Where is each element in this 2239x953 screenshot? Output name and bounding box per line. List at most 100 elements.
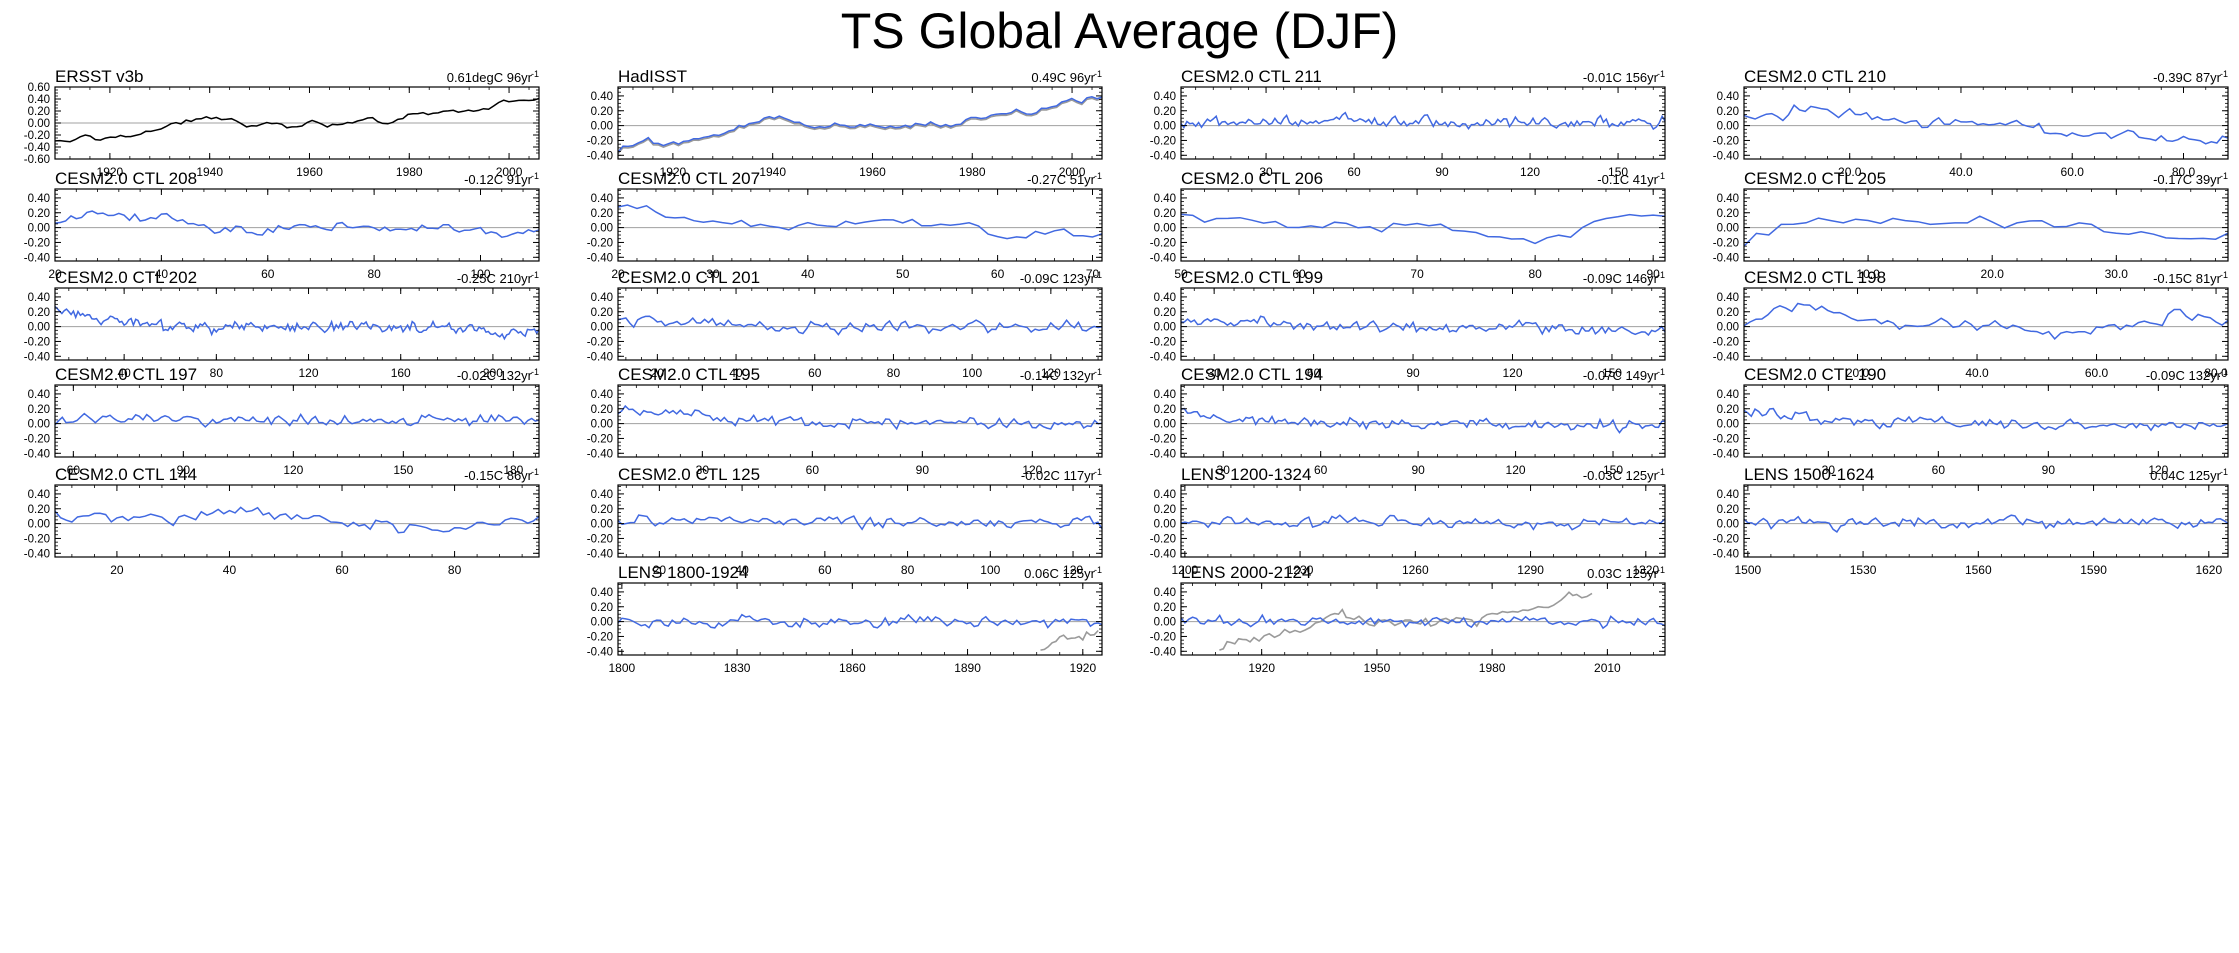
y-tick-label: 0.20 [591, 307, 613, 319]
y-tick-label: -0.20 [1150, 135, 1176, 147]
y-tick-label: -0.20 [1713, 533, 1739, 545]
y-tick-label: -0.20 [1713, 135, 1739, 147]
trend-label: -0.09C 123yr [1020, 271, 1096, 286]
series-line [1743, 407, 2229, 432]
x-tick-label: 1980 [959, 165, 986, 179]
y-tick-label: 0.40 [591, 91, 613, 103]
x-tick-label: 60 [1932, 463, 1946, 477]
x-tick-label: 20 [653, 563, 667, 577]
y-tick-label: 0.20 [1154, 404, 1176, 416]
trend-unit: -1 [1094, 565, 1102, 575]
trend-unit: -1 [531, 367, 539, 377]
y-tick-label: 0.20 [28, 404, 50, 416]
x-tick-label: 40 [117, 366, 131, 380]
x-tick-label: 40 [801, 267, 815, 281]
x-tick-label: 90 [1411, 463, 1425, 477]
series-line [54, 210, 540, 238]
x-tick-label: 180 [503, 463, 523, 477]
chart-panel: CESM2.0 CTL 125 -0.02C 117yr-10.400.200.0… [587, 465, 1103, 577]
chart-panel: LENS 1200-1324 -0.03C 125yr-10.400.200.00… [1150, 465, 1666, 577]
x-tick-label: 1560 [1965, 563, 1992, 577]
plot-frame [54, 484, 540, 558]
panel-title: LENS 1200-1324 [1181, 465, 1311, 484]
trend-label: -0.07C 149yr [1583, 368, 1659, 383]
x-tick-label: 200 [483, 366, 503, 380]
plot-frame [1180, 188, 1666, 262]
y-tick-label: 0.40 [28, 489, 50, 501]
panel-title: ERSST v3b [55, 67, 144, 86]
ersst-overlay-line [617, 97, 1103, 155]
y-tick-label: -0.40 [1150, 150, 1176, 162]
x-tick-label: 90 [1406, 366, 1420, 380]
x-tick-label: 120 [2148, 463, 2168, 477]
y-tick-label: 0.00 [1717, 519, 1739, 531]
series-line [617, 404, 1103, 431]
y-tick-label: 0.40 [591, 193, 613, 205]
trend-label: -0.25C 210yr [457, 271, 533, 286]
series-line [1180, 315, 1666, 337]
y-tick-label: -0.40 [587, 646, 613, 658]
chart-panel: LENS 1500-1624 0.04C 125yr-1 0.40 0.20 0.00 -… [1713, 465, 2229, 577]
chart-panel: CESM2.0 CTL 207 -0.27C 51yr-10.400.200.00… [587, 169, 1103, 281]
y-tick-label: 0.40 [28, 389, 50, 401]
chart-panel: LENS 1800-1924 0.06C 125yr-1 0.40 0.20 0.00 -… [587, 563, 1103, 675]
y-tick-label: -0.40 [1150, 252, 1176, 264]
y-tick-label: -0.40 [1713, 448, 1739, 460]
y-tick-label: 0.40 [1717, 389, 1739, 401]
plot-frame [1743, 484, 2229, 558]
trend-label: -0.1C 41yr [1597, 172, 1658, 187]
chart-panel: CESM2.0 CTL 190 -0.09C 132yr-10.400.200.0… [1713, 365, 2229, 477]
trend-label: 0.06C 125yr [1024, 566, 1095, 581]
x-tick-label: 60 [991, 267, 1005, 281]
series-line [1180, 213, 1666, 245]
y-tick-label: 0.20 [1154, 504, 1176, 516]
y-tick-label: -0.40 [24, 448, 50, 460]
obs-overlay-line [1219, 591, 1593, 651]
y-tick-label: -0.20 [24, 336, 50, 348]
y-tick-label: 0.00 [591, 617, 613, 629]
trend-unit: -1 [1094, 367, 1102, 377]
series-line [617, 613, 1103, 629]
chart-panel: CESM2.0 CTL 206 -0.1C 41yr-10.400.200.00-… [1150, 169, 1666, 281]
trend-unit: -1 [531, 69, 539, 79]
y-tick-label: 0.20 [1154, 602, 1176, 614]
x-tick-label: 100 [980, 563, 1000, 577]
trend-unit: -1 [2220, 367, 2228, 377]
x-tick-label: 1800 [608, 661, 635, 675]
y-tick-label: -0.40 [1713, 351, 1739, 363]
x-tick-label: 1230 [1287, 563, 1314, 577]
y-tick-label: 0.40 [1717, 193, 1739, 205]
x-tick-label: 1200 [1171, 563, 1198, 577]
trend-label: 0.04C 125yr [2150, 468, 2221, 483]
series-line [54, 97, 540, 143]
y-tick-label: -0.20 [587, 533, 613, 545]
plot-frame [1180, 86, 1666, 160]
y-tick-label: 0.20 [1154, 106, 1176, 118]
y-tick-label: 0.20 [591, 504, 613, 516]
x-tick-label: 2000 [1059, 165, 1086, 179]
x-tick-label: 90 [177, 463, 191, 477]
x-tick-label: 1590 [2080, 563, 2107, 577]
y-tick-label: 0.00 [1154, 519, 1176, 531]
x-tick-label: 20 [651, 366, 665, 380]
x-tick-label: 60 [261, 267, 275, 281]
y-tick-label: 0.00 [1154, 419, 1176, 431]
series-line [1743, 514, 2229, 533]
x-tick-label: 20.0 [1981, 267, 2005, 281]
x-tick-label: 1830 [724, 661, 751, 675]
x-tick-label: 30 [706, 267, 720, 281]
y-tick-label: 0.20 [1717, 307, 1739, 319]
chart-panel: CESM2.0 CTL 195 -0.14C 132yr-10.400.200.0… [587, 365, 1103, 477]
x-tick-label: 1960 [296, 165, 323, 179]
y-tick-label: 0.20 [1717, 208, 1739, 220]
y-tick-label: 0.20 [28, 106, 50, 118]
y-tick-label: 0.20 [28, 208, 50, 220]
series-line [1180, 407, 1666, 434]
plot-frame [54, 188, 540, 262]
x-tick-label: 70 [1086, 267, 1100, 281]
x-tick-label: 40 [155, 267, 169, 281]
chart-panel: CESM2.0 CTL 144 -0.15C 86yr-1 0.40 0.20 0.00… [24, 465, 540, 577]
y-tick-label: 0.00 [28, 322, 50, 334]
y-tick-label: 0.40 [1717, 91, 1739, 103]
